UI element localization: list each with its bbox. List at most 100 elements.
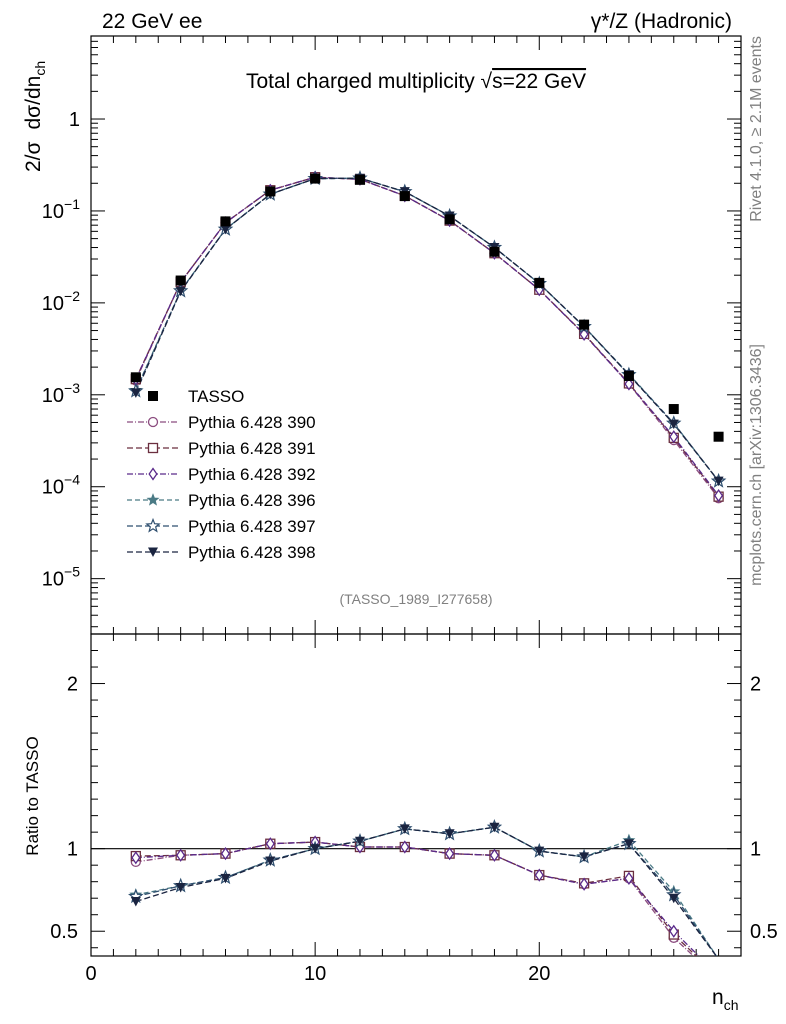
ratio-point <box>668 893 679 904</box>
tasso-point <box>220 216 231 227</box>
ratio-tick-labels: 0.5 0.51 12 20 10 20 <box>50 674 778 985</box>
rivet-label: Rivet 4.1.0, ≥ 2.1M events <box>748 36 765 222</box>
header-left: 22 GeV ee <box>102 10 202 33</box>
legend-label: Pythia 6.428 396 <box>188 491 316 510</box>
legend-entry-series: Pythia 6.428 392 <box>127 465 316 484</box>
ratio-point <box>669 924 679 938</box>
main-y-tick-labels: 10−5 10−4 10−3 10−2 10−1 1 <box>42 109 80 591</box>
legend-marker <box>147 416 159 428</box>
tasso-point <box>713 431 724 442</box>
x-axis-label: nch <box>712 986 738 1013</box>
tasso-point <box>579 319 590 330</box>
ratio-point <box>444 829 455 839</box>
ratio-point <box>489 822 500 833</box>
legend-label: Pythia 6.428 390 <box>188 413 316 432</box>
ratio-point <box>579 852 590 862</box>
legend-label: Pythia 6.428 398 <box>188 543 316 562</box>
ratio-y-tick-label-right: 0.5 <box>750 921 778 943</box>
main-axis-ticks <box>90 35 742 634</box>
main-y-axis-label: 2/σdσ/dnch <box>22 61 48 172</box>
ratio-series-pythia-6-428-391 <box>135 841 698 956</box>
legend-marker <box>146 493 160 506</box>
legend-entry-series: Pythia 6.428 397 <box>127 517 316 536</box>
legend-marker <box>147 442 159 454</box>
ratio-point <box>623 839 634 849</box>
ratio-point <box>400 840 410 854</box>
ratio-series-pythia-6-428-390 <box>135 841 695 956</box>
ratio-y-tick-label-right: 2 <box>750 674 761 696</box>
header-right: γ*/Z (Hadronic) <box>591 10 732 33</box>
legend-entry-data: TASSO <box>148 387 244 406</box>
ratio-point <box>354 836 365 847</box>
ratio-markers-pythia-6-428-398 <box>130 822 679 907</box>
tasso-point <box>310 173 321 184</box>
legend-entry-series: Pythia 6.428 391 <box>127 439 316 458</box>
main-panel: 10−5 10−4 10−3 10−2 10−1 1 Total charged mult… <box>22 35 742 635</box>
tasso-point <box>668 404 679 415</box>
series-point <box>130 388 141 398</box>
ratio-point <box>130 897 141 907</box>
ratio-series-layer <box>127 819 718 956</box>
series-point <box>624 377 634 391</box>
ratio-point <box>265 856 276 867</box>
legend-marker <box>148 391 158 401</box>
series-point <box>668 419 679 430</box>
tasso-point <box>623 371 634 382</box>
ratio-y-tick-label-left: 2 <box>67 674 78 696</box>
ratio-point <box>220 846 231 861</box>
main-y-tick-label: 10−5 <box>42 564 80 591</box>
ratio-point <box>489 848 500 862</box>
main-y-tick-label: 1 <box>69 109 80 131</box>
main-y-tick-label: 10−4 <box>42 472 80 499</box>
series-line <box>135 177 720 482</box>
ratio-panel: 0.5 0.51 12 20 10 20 Ratio to TASSO nch <box>23 633 778 1013</box>
tasso-point <box>130 372 141 383</box>
ratio-point <box>579 877 589 891</box>
ratio-point <box>534 846 545 857</box>
ratio-point <box>175 882 186 893</box>
ratio-point <box>131 851 141 865</box>
legend-label: TASSO <box>188 387 244 406</box>
tasso-point <box>399 191 410 202</box>
legend-label: Pythia 6.428 397 <box>188 517 316 536</box>
ratio-point <box>310 844 321 854</box>
ratio-markers-pythia-6-428-392 <box>131 835 679 938</box>
main-series-pythia-6-428-396 <box>135 177 720 482</box>
x-tick-label: 0 <box>85 963 96 985</box>
ratio-point <box>265 837 275 851</box>
series-line <box>135 176 720 496</box>
series-point <box>713 488 724 503</box>
ratio-y-tick-label-right: 1 <box>750 839 761 861</box>
legend-entry-series: Pythia 6.428 390 <box>127 413 316 432</box>
series-line <box>135 177 720 482</box>
chart-title: Total charged multiplicity √s=22 GeV <box>246 70 586 93</box>
main-series-pythia-6-428-392 <box>135 176 720 496</box>
ratio-y-tick-label-left: 1 <box>67 839 78 861</box>
analysis-watermark: (TASSO_1989_I277658) <box>339 591 492 607</box>
sqrt-symbol: √ <box>481 70 493 93</box>
main-series-pythia-6-428-398 <box>135 177 720 482</box>
legend-label: Pythia 6.428 392 <box>188 465 316 484</box>
tasso-point <box>489 246 500 257</box>
legend-marker <box>148 547 158 557</box>
series-point <box>220 224 231 235</box>
series-point <box>669 430 679 444</box>
legend-label: Pythia 6.428 391 <box>188 439 316 458</box>
ratio-line <box>135 841 695 956</box>
legend-marker <box>148 467 158 481</box>
tasso-point <box>265 186 276 197</box>
ratio-frame <box>90 633 742 957</box>
main-y-tick-label: 10−1 <box>42 196 80 223</box>
tasso-point <box>444 214 455 225</box>
series-point <box>579 327 589 341</box>
main-y-tick-label: 10−2 <box>42 288 80 315</box>
x-tick-label: 10 <box>304 963 326 985</box>
legend-entry-series: Pythia 6.428 396 <box>127 491 316 510</box>
ratio-point <box>176 848 186 862</box>
tasso-point <box>534 277 545 288</box>
ratio-point <box>220 873 231 884</box>
main-y-tick-label: 10−3 <box>42 380 80 407</box>
series-point <box>713 476 724 487</box>
mcplots-label: mcplots.cern.ch [arXiv:1306.3436] <box>748 344 765 586</box>
